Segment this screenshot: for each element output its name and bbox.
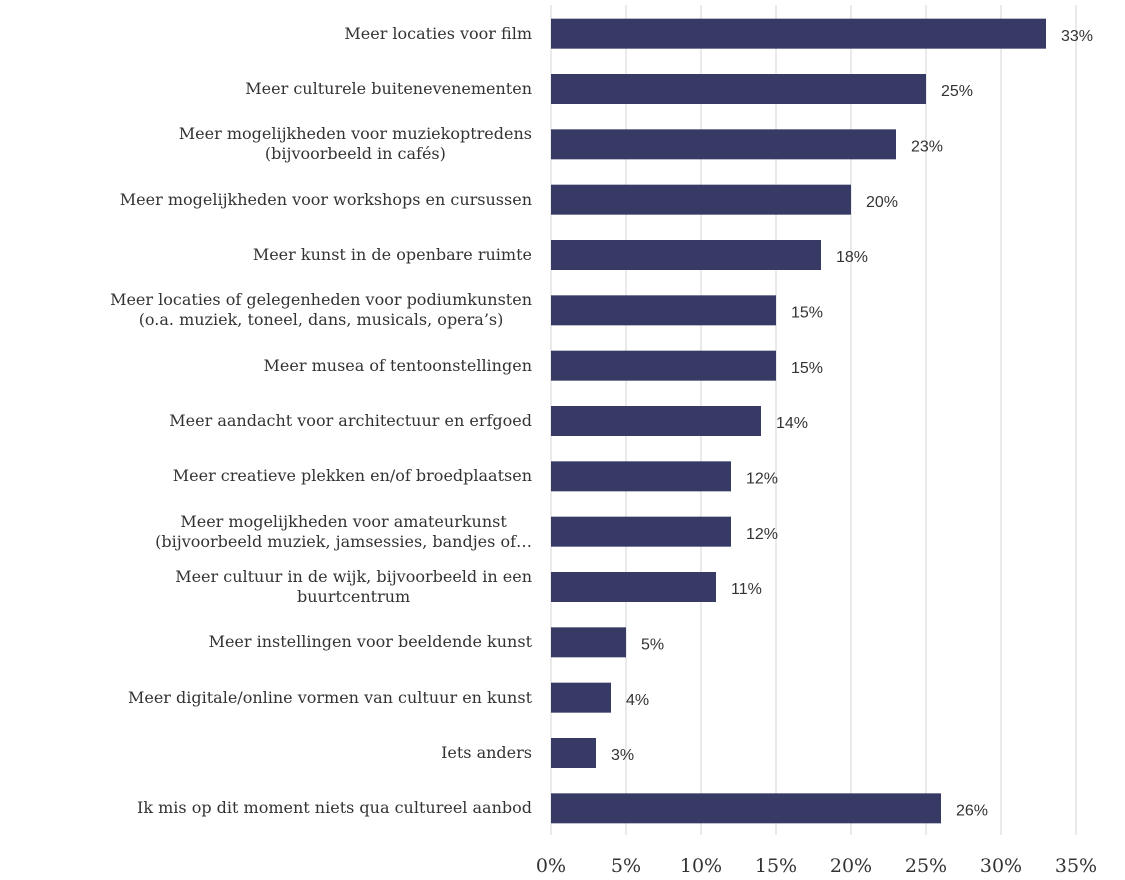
value-label: 20%	[866, 194, 898, 211]
bar	[551, 184, 851, 215]
bar	[551, 738, 596, 768]
value-label: 4%	[626, 692, 649, 709]
value-label: 12%	[746, 471, 778, 488]
bar	[551, 406, 761, 436]
value-label: 15%	[791, 305, 823, 322]
value-label: 25%	[941, 83, 973, 100]
value-label: 18%	[836, 249, 868, 266]
category-label: Meer mogelijkheden voor amateurkunst (bi…	[155, 511, 532, 551]
bar	[551, 18, 1046, 49]
bar	[551, 627, 626, 658]
value-label: 14%	[776, 415, 808, 432]
category-label: Meer cultuur in de wijk, bijvoorbeeld in…	[175, 567, 532, 606]
category-label: Meer kunst in de openbare ruimte	[252, 245, 532, 264]
x-tick-label: 15%	[755, 855, 797, 877]
value-label: 23%	[911, 139, 943, 156]
x-tick-label: 25%	[905, 855, 947, 877]
x-tick-label: 20%	[830, 855, 872, 877]
bar	[551, 240, 821, 270]
x-tick-label: 5%	[611, 855, 641, 877]
value-label: 15%	[791, 360, 823, 377]
bar	[551, 682, 611, 713]
value-label: 26%	[956, 803, 988, 820]
bar	[551, 793, 941, 824]
value-label: 12%	[746, 526, 778, 543]
category-label: Meer mogelijkheden voor workshops en cur…	[119, 189, 532, 209]
value-label: 33%	[1061, 28, 1093, 45]
category-label: Meer locaties of gelegenheden voor podiu…	[110, 290, 532, 330]
x-tick-label: 0%	[536, 855, 566, 877]
value-label: 3%	[611, 747, 634, 764]
value-label: 11%	[731, 581, 762, 598]
x-tick-label: 35%	[1055, 855, 1097, 877]
category-label: Meer aandacht voor architectuur en erfgo…	[169, 411, 532, 430]
category-label: Meer locaties voor film	[344, 23, 532, 43]
bar	[551, 74, 926, 104]
category-label: Meer creatieve plekken en/of broedplaats…	[172, 466, 532, 486]
x-tick-label: 10%	[680, 855, 722, 877]
category-label: Meer instellingen voor beeldende kunst	[208, 632, 532, 652]
x-tick-label: 30%	[980, 855, 1022, 877]
value-label: 5%	[641, 637, 664, 654]
category-label: Ik mis op dit moment niets qua cultureel…	[137, 798, 532, 818]
bar	[551, 129, 896, 160]
category-label: Meer digitale/online vormen van cultuur …	[127, 687, 532, 707]
bar	[551, 461, 731, 492]
bar	[551, 572, 716, 602]
category-label: Meer mogelijkheden voor muziekoptredens …	[178, 124, 532, 164]
bar	[551, 516, 731, 547]
category-label: Iets anders	[441, 743, 532, 762]
category-label: Meer culturele buitenevenementen	[245, 79, 532, 98]
bar	[551, 350, 776, 381]
bar	[551, 295, 776, 326]
category-label: Meer musea of tentoonstellingen	[263, 355, 532, 375]
